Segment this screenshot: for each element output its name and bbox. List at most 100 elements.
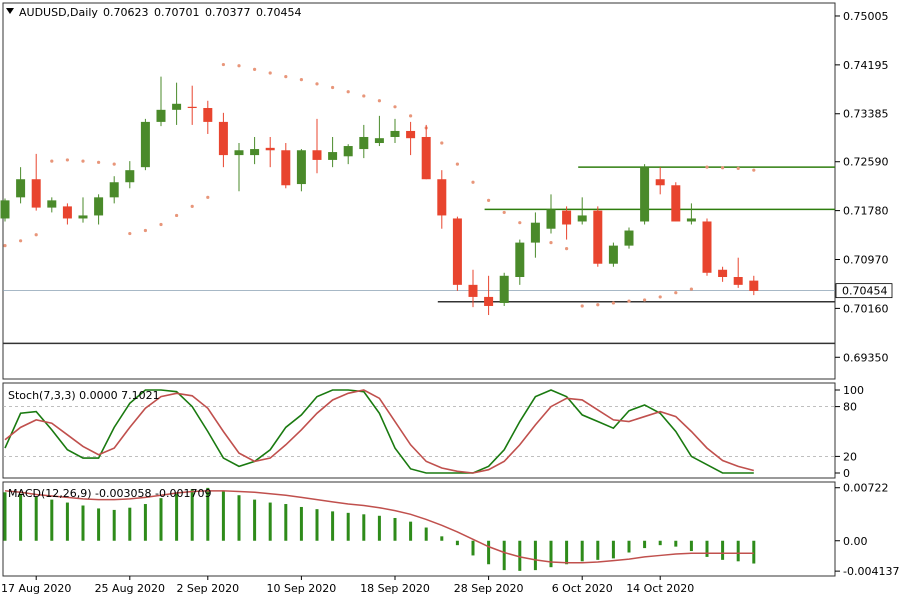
macd-histogram-bar	[268, 502, 272, 541]
candle-body	[109, 182, 119, 198]
macd-histogram-bar	[331, 511, 335, 541]
candle-body	[374, 138, 384, 144]
x-tick-label: 14 Oct 2020	[626, 582, 694, 595]
sar-dot	[19, 239, 23, 243]
stochastic-series	[3, 389, 835, 474]
candle-body	[296, 150, 306, 185]
candle-body	[156, 109, 166, 122]
macd-tick-label: 0.00722	[843, 482, 889, 495]
stoch-tick-label: 80	[843, 401, 857, 414]
macd-histogram-bar	[752, 540, 756, 564]
sar-dot	[752, 168, 756, 172]
candle-body	[62, 206, 72, 219]
candle-body	[406, 130, 416, 139]
candle-body	[671, 185, 681, 222]
stoch-main-line	[4, 389, 754, 474]
macd-histogram-bar	[237, 495, 241, 541]
close-value: 0.70454	[256, 6, 302, 19]
macd-histogram-bar	[128, 507, 132, 541]
macd-histogram-bar	[393, 517, 397, 541]
sar-dot	[736, 166, 740, 170]
candle-body	[203, 108, 213, 122]
candle-body	[234, 150, 244, 156]
stoch-signal-line	[4, 389, 755, 474]
macd-histogram-bar	[65, 502, 69, 541]
sar-dot	[206, 195, 210, 199]
candle-body	[515, 242, 525, 278]
candle-body	[686, 218, 696, 222]
macd-histogram-bar	[705, 540, 709, 557]
stoch-tick-label: 100	[843, 384, 864, 397]
candle-body	[359, 136, 369, 150]
current-price-box	[835, 283, 893, 299]
candle-body	[655, 179, 665, 186]
candle-body	[0, 200, 10, 219]
sar-dot	[128, 231, 132, 236]
y-tick-label: 0.70160	[843, 302, 889, 315]
macd-histogram-bar	[518, 540, 522, 571]
sar-dot	[549, 241, 553, 245]
sar-dot	[627, 299, 631, 303]
candle-body	[484, 296, 494, 306]
candle-body	[577, 215, 587, 222]
macd-histogram-bar	[3, 492, 7, 541]
macd-histogram-bar	[580, 540, 584, 562]
macd-histogram-bar	[50, 499, 54, 541]
sar-dot	[175, 213, 179, 218]
macd-histogram-bar	[502, 540, 506, 571]
macd-title: MACD(12,26,9) -0.003058 -0.001709	[8, 487, 211, 500]
sar-dot	[658, 295, 662, 299]
macd-signal-line	[4, 490, 754, 564]
x-tick-label: 6 Oct 2020	[552, 582, 613, 595]
macd-histogram-bar	[487, 540, 491, 565]
macd-histogram-bar	[299, 506, 303, 541]
macd-histogram-bar	[471, 540, 475, 556]
y-tick-label: 0.70970	[843, 254, 889, 267]
macd-histogram-bar	[143, 504, 147, 541]
sar-dot	[674, 291, 678, 295]
candle-body	[312, 150, 322, 160]
price-series	[0, 62, 835, 345]
sar-dot	[580, 304, 584, 308]
stoch-title: Stoch(7,3,3) 0.0000 7.1021	[8, 389, 160, 402]
macd-histogram-bar	[565, 540, 569, 565]
sar-dot	[112, 162, 116, 166]
candle-body	[468, 284, 478, 297]
y-tick-label: 0.71780	[843, 205, 889, 218]
sar-dot	[565, 247, 569, 251]
sar-dot	[65, 158, 69, 162]
x-tick-label: 28 Sep 2020	[454, 582, 524, 595]
sar-dot	[393, 105, 397, 109]
macd-histogram-bar	[643, 540, 647, 549]
candle-body	[452, 218, 462, 285]
macd-histogram-bar	[409, 521, 413, 541]
sar-dot	[97, 160, 101, 164]
candle-body	[47, 200, 57, 208]
macd-histogram-bar	[159, 498, 163, 541]
y-tick-label: 0.69350	[843, 351, 889, 364]
sar-dot	[440, 141, 444, 145]
macd-histogram-bar	[221, 490, 225, 541]
candle-body	[343, 146, 353, 157]
dropdown-triangle-icon[interactable]	[6, 8, 14, 14]
y-tick-label: 0.72590	[843, 156, 889, 169]
macd-histogram-bar	[533, 540, 537, 571]
macd-histogram-bar	[424, 527, 428, 541]
candle-body	[562, 210, 572, 225]
macd-histogram-bar	[440, 536, 444, 541]
sar-dot	[705, 165, 709, 169]
sar-dot	[237, 64, 241, 68]
candle-body	[140, 121, 150, 168]
macd-histogram-bar	[19, 493, 23, 541]
macd-histogram-bar	[81, 505, 85, 541]
macd-histogram-bar	[721, 540, 725, 560]
sar-dot	[346, 90, 350, 94]
macd-histogram-bar	[315, 509, 319, 541]
candle-body	[265, 147, 275, 151]
macd-histogram-bar	[284, 504, 288, 541]
sar-dot	[331, 85, 335, 90]
macd-histogram-bar	[362, 514, 366, 541]
macd-histogram-bar	[627, 540, 631, 553]
candle-body	[530, 222, 540, 243]
